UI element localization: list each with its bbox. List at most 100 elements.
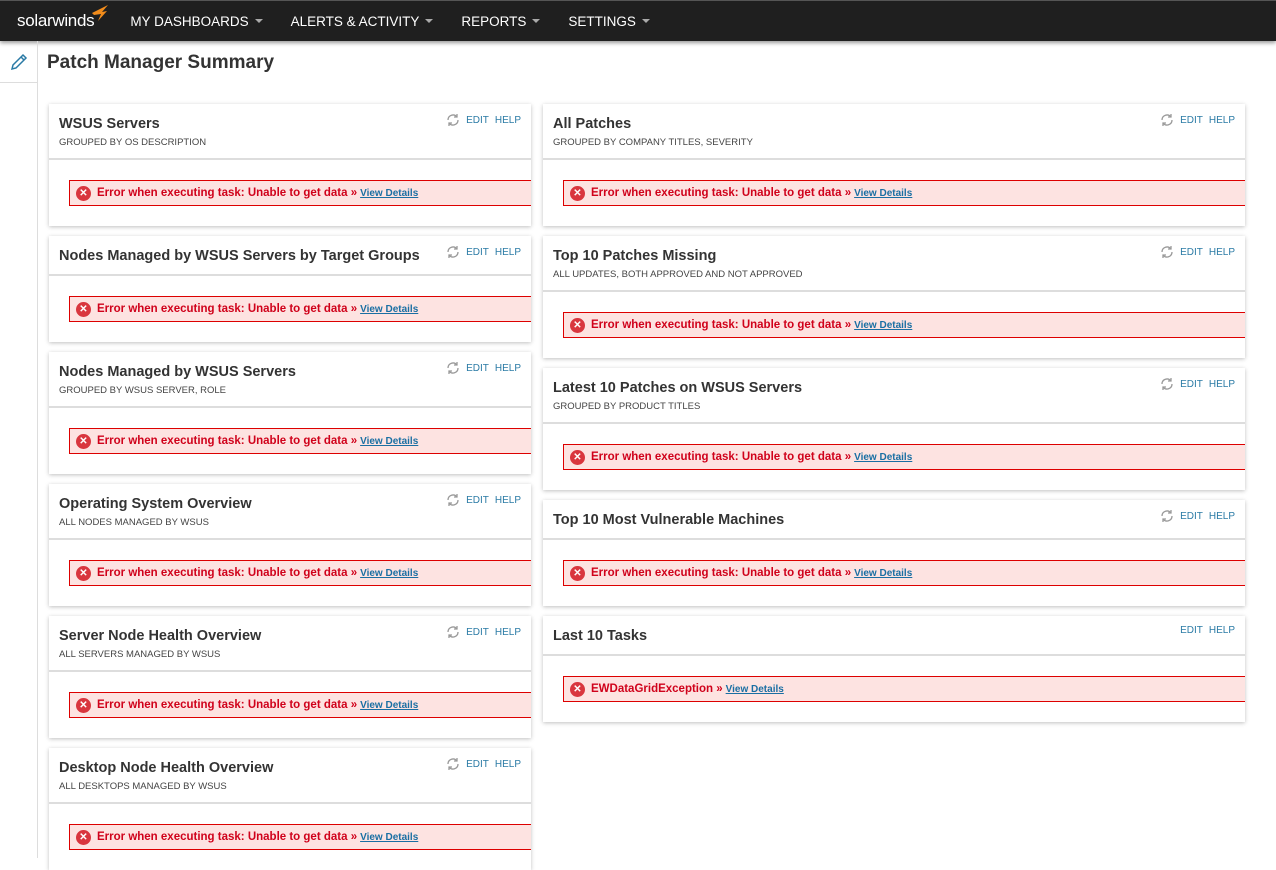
edit-link[interactable]: EDIT xyxy=(466,114,489,126)
edit-link[interactable]: EDIT xyxy=(1180,625,1203,636)
panel-body: ✕ Error when executing task: Unable to g… xyxy=(49,804,531,870)
refresh-icon[interactable] xyxy=(446,245,460,259)
panel-body: ✕ EWDataGridException » View Details xyxy=(543,656,1245,722)
edit-link[interactable]: EDIT xyxy=(466,362,489,374)
panel-body: ✕ Error when executing task: Unable to g… xyxy=(49,540,531,606)
refresh-icon[interactable] xyxy=(446,493,460,507)
help-link[interactable]: HELP xyxy=(1208,114,1235,126)
panel-subtitle: GROUPED BY COMPANY TITLES, SEVERITY xyxy=(553,137,753,148)
panel-title: Operating System Overview xyxy=(59,496,252,512)
error-icon: ✕ xyxy=(76,829,91,845)
error-message: ✕ Error when executing task: Unable to g… xyxy=(563,560,1245,586)
nav-label: MY DASHBOARDS xyxy=(130,13,249,29)
resource-panel: Desktop Node Health Overview ALL DESKTOP… xyxy=(49,748,531,870)
help-link[interactable]: HELP xyxy=(1208,246,1235,258)
view-details-link[interactable]: View Details xyxy=(725,683,784,695)
nav-alerts-activity[interactable]: ALERTS & ACTIVITY xyxy=(291,14,434,29)
view-details-link[interactable]: View Details xyxy=(360,699,419,711)
panel-body: ✕ Error when executing task: Unable to g… xyxy=(543,540,1245,606)
help-link[interactable]: HELP xyxy=(494,758,521,770)
help-link[interactable]: HELP xyxy=(494,114,521,126)
nav-settings[interactable]: SETTINGS xyxy=(568,14,650,29)
panel-tools: EDIT HELP xyxy=(446,113,521,127)
refresh-icon[interactable] xyxy=(1160,509,1174,523)
logo-flame-icon xyxy=(92,5,109,21)
edit-link[interactable]: EDIT xyxy=(466,626,489,638)
panel-body: ✕ Error when executing task: Unable to g… xyxy=(49,160,531,226)
panel-title: Latest 10 Patches on WSUS Servers xyxy=(553,380,803,396)
left-sidebar xyxy=(0,41,38,858)
error-message: ✕ Error when executing task: Unable to g… xyxy=(563,444,1245,470)
solarwinds-logo[interactable]: solarwinds xyxy=(17,5,109,31)
edit-link[interactable]: EDIT xyxy=(1180,114,1203,126)
edit-link[interactable]: EDIT xyxy=(1180,378,1203,390)
error-text: Error when executing task: Unable to get… xyxy=(97,567,358,579)
error-icon: ✕ xyxy=(570,565,585,581)
panel-subtitle: ALL UPDATES, BOTH APPROVED AND NOT APPRO… xyxy=(553,269,803,280)
panel-header: Latest 10 Patches on WSUS Servers GROUPE… xyxy=(543,368,1245,424)
top-nav-bar: solarwinds MY DASHBOARDS ALERTS & ACTIVI… xyxy=(0,0,1276,41)
panel-header: Nodes Managed by WSUS Servers by Target … xyxy=(49,236,531,276)
error-text: Error when executing task: Unable to get… xyxy=(591,451,852,463)
error-text: Error when executing task: Unable to get… xyxy=(97,699,358,711)
resource-panel: Operating System Overview ALL NODES MANA… xyxy=(49,484,531,606)
logo-text: solarwinds xyxy=(17,11,95,30)
view-details-link[interactable]: View Details xyxy=(854,319,913,331)
panel-title: WSUS Servers xyxy=(59,116,160,132)
refresh-icon[interactable] xyxy=(1160,113,1174,127)
view-details-link[interactable]: View Details xyxy=(360,831,419,843)
error-icon: ✕ xyxy=(570,449,585,465)
view-details-link[interactable]: View Details xyxy=(854,451,913,463)
nav-my-dashboards[interactable]: MY DASHBOARDS xyxy=(130,13,263,29)
help-link[interactable]: HELP xyxy=(494,626,521,638)
resource-panel: Nodes Managed by WSUS Servers GROUPED BY… xyxy=(49,352,531,474)
view-details-link[interactable]: View Details xyxy=(360,567,419,579)
help-link[interactable]: HELP xyxy=(1208,625,1235,636)
help-link[interactable]: HELP xyxy=(494,494,521,506)
refresh-icon[interactable] xyxy=(446,625,460,639)
nav-reports[interactable]: REPORTS xyxy=(461,13,541,29)
resource-panel: Top 10 Most Vulnerable Machines EDIT HEL… xyxy=(543,500,1245,606)
pencil-icon xyxy=(10,53,27,70)
panel-tools: EDIT HELP xyxy=(446,625,521,639)
error-message: ✕ Error when executing task: Unable to g… xyxy=(563,180,1245,206)
panel-title: All Patches xyxy=(553,116,632,132)
caret-down-icon xyxy=(641,19,650,23)
view-details-link[interactable]: View Details xyxy=(360,303,419,315)
view-details-link[interactable]: View Details xyxy=(854,187,913,199)
edit-link[interactable]: EDIT xyxy=(466,494,489,506)
edit-link[interactable]: EDIT xyxy=(466,758,489,770)
page-title: Patch Manager Summary xyxy=(47,52,275,73)
error-message: ✕ Error when executing task: Unable to g… xyxy=(69,560,531,586)
refresh-icon[interactable] xyxy=(1160,377,1174,391)
refresh-icon[interactable] xyxy=(446,757,460,771)
panel-subtitle: ALL NODES MANAGED BY WSUS xyxy=(59,517,209,528)
edit-page-button[interactable] xyxy=(0,41,37,83)
error-message: ✕ Error when executing task: Unable to g… xyxy=(69,180,531,206)
panel-tools: EDIT HELP xyxy=(1160,245,1235,259)
edit-link[interactable]: EDIT xyxy=(1180,246,1203,258)
help-link[interactable]: HELP xyxy=(494,246,521,258)
help-link[interactable]: HELP xyxy=(1208,378,1235,390)
nav-label: REPORTS xyxy=(461,13,527,29)
view-details-link[interactable]: View Details xyxy=(360,187,419,199)
panel-header: Top 10 Most Vulnerable Machines EDIT HEL… xyxy=(543,500,1245,540)
view-details-link[interactable]: View Details xyxy=(360,435,419,447)
error-text: Error when executing task: Unable to get… xyxy=(591,319,852,331)
error-text: Error when executing task: Unable to get… xyxy=(97,435,358,447)
right-column: All Patches GROUPED BY COMPANY TITLES, S… xyxy=(543,104,1245,722)
error-message: ✕ Error when executing task: Unable to g… xyxy=(69,824,531,850)
caret-down-icon xyxy=(254,19,263,23)
panel-tools: EDIT HELP xyxy=(1160,509,1235,523)
refresh-icon[interactable] xyxy=(1160,245,1174,259)
help-link[interactable]: HELP xyxy=(494,362,521,374)
panel-tools: EDIT HELP xyxy=(446,493,521,507)
help-link[interactable]: HELP xyxy=(1208,510,1235,522)
edit-link[interactable]: EDIT xyxy=(1180,510,1203,522)
panel-subtitle: GROUPED BY WSUS SERVER, ROLE xyxy=(59,385,226,396)
view-details-link[interactable]: View Details xyxy=(854,567,913,579)
refresh-icon[interactable] xyxy=(446,361,460,375)
error-message: ✕ Error when executing task: Unable to g… xyxy=(563,312,1245,338)
refresh-icon[interactable] xyxy=(446,113,460,127)
edit-link[interactable]: EDIT xyxy=(466,246,489,258)
